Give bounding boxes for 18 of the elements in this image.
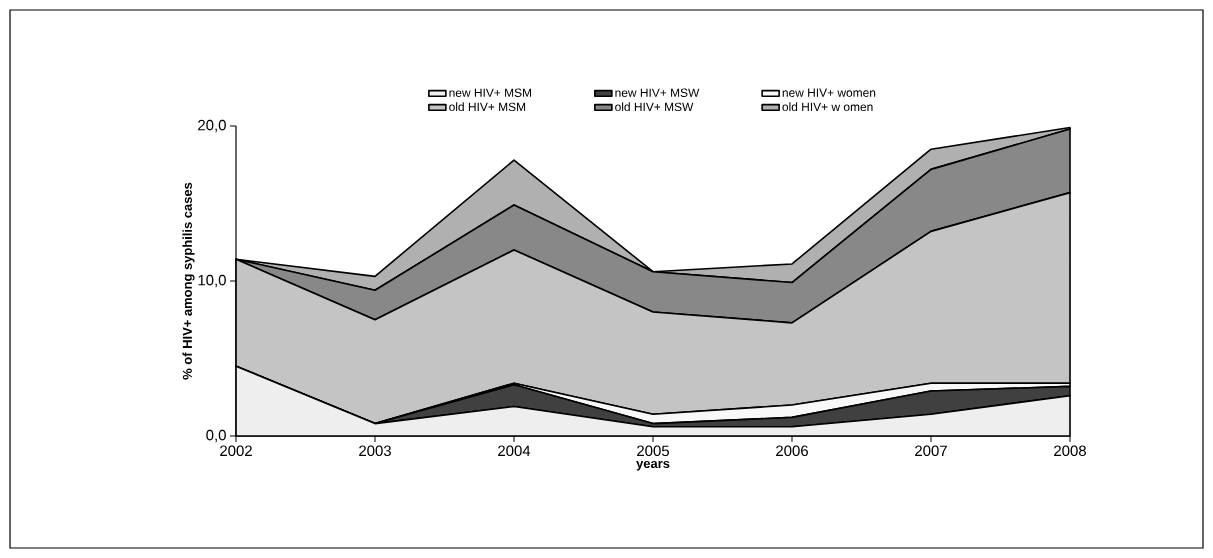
legend-label: new HIV+ MSM bbox=[449, 88, 532, 97]
y-tick-label: 10,0 bbox=[198, 274, 226, 288]
x-tick-label: 2002 bbox=[220, 445, 252, 457]
x-tick-label: 2003 bbox=[359, 445, 391, 457]
x-tick-label: 2007 bbox=[915, 445, 947, 457]
legend-label: old HIV+ MSM bbox=[449, 102, 526, 112]
x-tick-label: 2005 bbox=[637, 445, 669, 457]
legend-label: new HIV+ women bbox=[782, 88, 876, 97]
y-axis-title: % of HIV+ among syphilis cases bbox=[182, 182, 195, 380]
legend-label: new HIV+ MSW bbox=[615, 88, 700, 97]
y-tick-label: 0,0 bbox=[206, 429, 226, 443]
x-tick-label: 2006 bbox=[776, 445, 808, 457]
x-tick-label: 2004 bbox=[498, 445, 531, 457]
legend-label: old HIV+ w omen bbox=[782, 102, 873, 112]
y-tick-label: 20,0 bbox=[198, 119, 226, 133]
legend-label: old HIV+ MSW bbox=[615, 102, 694, 112]
x-tick-label: 2008 bbox=[1054, 445, 1086, 457]
x-axis-title: years bbox=[636, 460, 670, 471]
